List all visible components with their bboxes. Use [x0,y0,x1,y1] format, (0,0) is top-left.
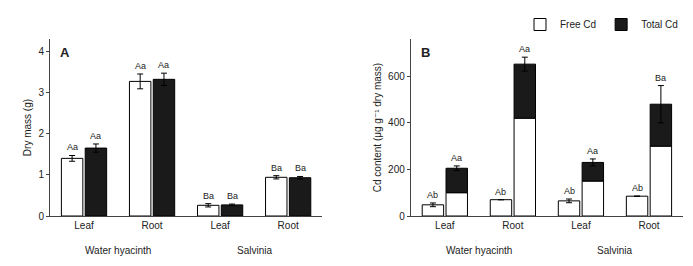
svg-text:Ab: Ab [632,183,643,193]
svg-text:Total Cd: Total Cd [641,19,678,30]
svg-text:Salvinia: Salvinia [237,245,272,256]
svg-text:Dry mass (g): Dry mass (g) [22,99,33,156]
svg-text:Leaf: Leaf [74,220,94,231]
svg-text:Ab: Ab [495,187,506,197]
svg-text:Leaf: Leaf [210,220,230,231]
svg-text:Root: Root [502,220,523,231]
svg-text:Free Cd: Free Cd [560,19,596,30]
svg-text:200: 200 [388,164,405,175]
svg-text:Ba: Ba [295,163,306,173]
svg-text:A: A [60,45,70,60]
svg-text:Ab: Ab [564,186,575,196]
svg-text:Root: Root [278,220,299,231]
svg-text:Ba: Ba [203,191,214,201]
svg-text:Water hyacinth: Water hyacinth [85,245,151,256]
svg-text:B: B [421,45,430,60]
svg-text:Cd content (μg g⁻¹ dry mass): Cd content (μg g⁻¹ dry mass) [372,63,383,192]
svg-text:Leaf: Leaf [435,220,455,231]
svg-text:Water hyacinth: Water hyacinth [446,245,512,256]
svg-text:600: 600 [388,71,405,82]
svg-text:Aa: Aa [90,131,101,141]
svg-text:Aa: Aa [135,61,146,71]
svg-text:Ab: Ab [427,190,438,200]
svg-text:0: 0 [38,211,44,222]
svg-text:Aa: Aa [451,153,462,163]
svg-text:3: 3 [38,87,44,98]
svg-text:Aa: Aa [587,146,598,156]
svg-text:Ba: Ba [655,73,666,83]
svg-text:Root: Root [638,220,659,231]
svg-text:Aa: Aa [158,60,169,70]
svg-text:4: 4 [38,46,44,57]
svg-text:Root: Root [142,220,163,231]
svg-text:Salvinia: Salvinia [597,245,632,256]
svg-text:Aa: Aa [67,142,78,152]
svg-text:Ba: Ba [227,191,238,201]
svg-text:2: 2 [38,128,44,139]
svg-text:Ba: Ba [271,163,282,173]
svg-text:1: 1 [38,169,44,180]
svg-text:Leaf: Leaf [571,220,591,231]
svg-text:0: 0 [399,211,405,222]
svg-text:400: 400 [388,117,405,128]
svg-text:Aa: Aa [519,44,530,54]
